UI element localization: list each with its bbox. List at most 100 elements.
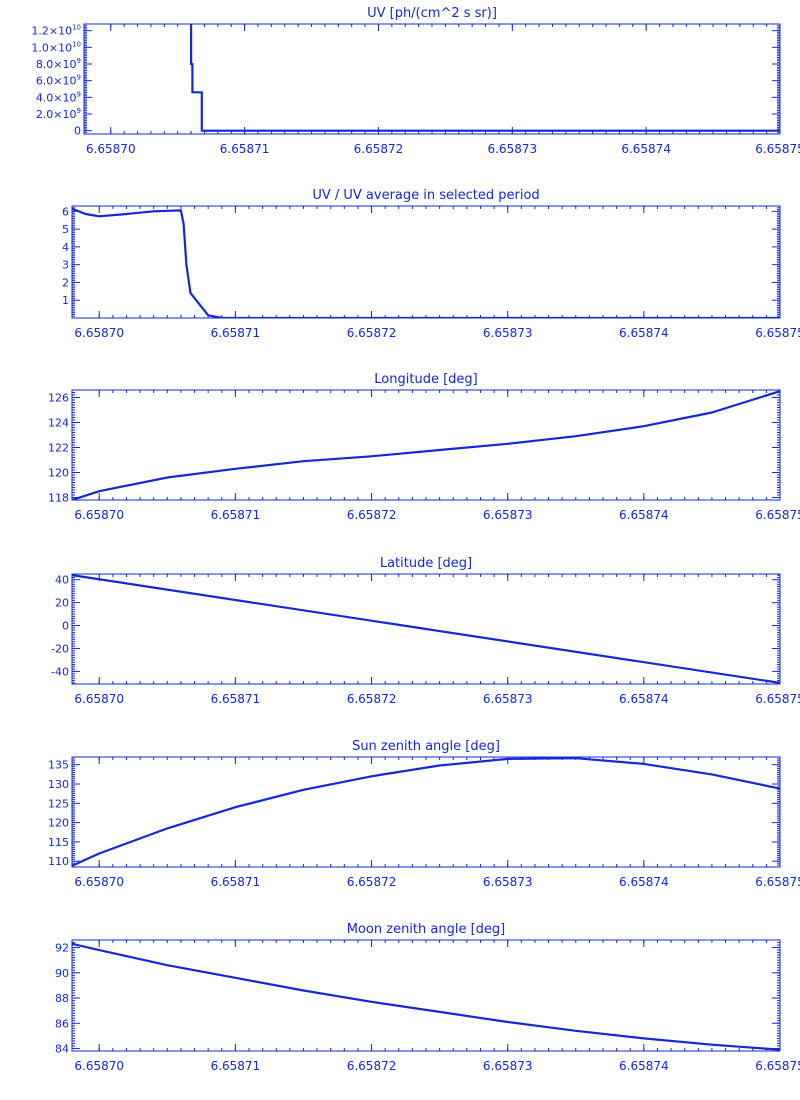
y-tick-exponent: 9 [77, 90, 81, 98]
x-tick-label: 6.65870 [74, 875, 124, 889]
x-tick-label: 6.65875 [755, 875, 800, 889]
y-tick-label: 120 [48, 467, 69, 480]
x-tick-label: 6.65873 [483, 326, 533, 340]
x-tick-label: 6.65872 [347, 326, 397, 340]
y-tick-label: 0 [62, 620, 69, 633]
chart-panel-5: Sun zenith angle [deg] 6.65870 6.65871 6.65… [48, 739, 800, 889]
y-tick-label: 6.0×109 [36, 74, 81, 88]
y-tick-label: 122 [48, 442, 69, 455]
x-tick-label: 6.65874 [619, 1059, 669, 1073]
y-tick-label: 2.0×109 [36, 107, 81, 121]
y-tick-label: 135 [48, 759, 69, 772]
x-tick-label: 6.65872 [347, 875, 397, 889]
y-tick-mantissa: 1.2×10 [31, 25, 72, 38]
y-tick-label: 5 [62, 223, 69, 236]
x-tick-label: 6.65871 [211, 508, 261, 522]
y-tick-label: 20 [55, 597, 69, 610]
x-tick-label: 6.65872 [347, 1059, 397, 1073]
y-tick-mantissa: 2.0×10 [36, 108, 77, 121]
y-tick-label: 2 [62, 276, 69, 289]
x-tick-label: 6.65875 [755, 692, 800, 706]
x-tick-label: 6.65871 [211, 326, 261, 340]
y-tick-exponent: 10 [72, 40, 81, 48]
x-tick-label: 6.65870 [86, 142, 136, 156]
x-tick-label: 6.65871 [220, 142, 270, 156]
y-tick-exponent: 9 [77, 107, 81, 115]
y-tick-label: 40 [55, 574, 69, 587]
x-tick-label: 6.65871 [211, 1059, 261, 1073]
chart-panel-2: UV / UV average in selected period 6.6587… [62, 188, 800, 340]
chart-title: Sun zenith angle [deg] [352, 739, 500, 754]
x-tick-label: 6.65874 [619, 875, 669, 889]
chart-title: Moon zenith angle [deg] [347, 922, 505, 937]
y-tick-mantissa: 4.0×10 [36, 91, 77, 104]
y-tick-label: 110 [48, 855, 69, 868]
chart-panel-3: Longitude [deg] 6.65870 6.65871 6.65872 6.65… [48, 372, 800, 522]
y-tick-label: 115 [48, 836, 69, 849]
x-tick-label: 6.65873 [483, 692, 533, 706]
y-tick-label: 4 [62, 241, 69, 254]
x-tick-label: 6.65875 [755, 1059, 800, 1073]
plot-frame [71, 205, 781, 319]
y-tick-label: 124 [48, 417, 69, 430]
x-tick-label: 6.65870 [74, 326, 124, 340]
x-tick-label: 6.65870 [74, 692, 124, 706]
y-tick-label: 125 [48, 797, 69, 810]
plot-frame [71, 389, 781, 501]
chart-panel-1: UV [ph/(cm^2 s sr)] 6.65870 6.65871 6.65872… [31, 6, 800, 156]
y-tick-label: 3 [62, 259, 69, 272]
series-line [190, 24, 780, 132]
series-line [72, 207, 780, 318]
x-tick-label: 6.65874 [619, 326, 669, 340]
x-tick-label: 6.65873 [483, 508, 533, 522]
plot-frame [83, 23, 781, 135]
y-tick-label: 86 [55, 1017, 69, 1030]
x-tick-label: 6.65872 [354, 142, 404, 156]
y-tick-label: 118 [48, 492, 69, 505]
plot-frame [71, 756, 781, 868]
y-tick-mantissa: 1.0×10 [31, 41, 72, 54]
y-tick-label: 8.0×109 [36, 57, 81, 71]
plot-frame [71, 939, 781, 1052]
y-tick-label: 92 [55, 942, 69, 955]
series-line [72, 390, 780, 500]
x-tick-label: 6.65873 [483, 1059, 533, 1073]
y-tick-label: 6 [62, 205, 69, 218]
x-tick-label: 6.65874 [619, 692, 669, 706]
y-tick-mantissa: 0 [74, 125, 81, 138]
y-tick-label: 84 [55, 1042, 69, 1055]
chart-title: Latitude [deg] [380, 556, 472, 571]
x-tick-label: 6.65872 [347, 692, 397, 706]
y-tick-label: 90 [55, 967, 69, 980]
chart-title: UV [ph/(cm^2 s sr)] [367, 6, 497, 21]
x-tick-label: 6.65870 [74, 508, 124, 522]
x-tick-label: 6.65872 [347, 508, 397, 522]
x-tick-label: 6.65873 [487, 142, 537, 156]
y-tick-label: -40 [51, 665, 69, 678]
y-tick-label: 1 [62, 294, 69, 307]
y-tick-mantissa: 8.0×10 [36, 58, 77, 71]
series-line [72, 574, 780, 684]
y-tick-label: 120 [48, 817, 69, 830]
y-tick-exponent: 9 [77, 74, 81, 82]
chart-title: UV / UV average in selected period [312, 188, 539, 203]
series-line [72, 757, 780, 867]
y-tick-label: 1.0×1010 [31, 40, 81, 54]
x-tick-label: 6.65870 [74, 1059, 124, 1073]
x-tick-label: 6.65875 [755, 326, 800, 340]
x-tick-label: 6.65873 [483, 875, 533, 889]
y-tick-label: 1.2×1010 [31, 24, 81, 38]
chart-panel-6: Moon zenith angle [deg] 6.65870 6.65871 6.6… [55, 922, 800, 1073]
y-tick-label: 126 [48, 392, 69, 405]
series-line [72, 942, 780, 1051]
y-tick-label: 88 [55, 992, 69, 1005]
chart-panel-4: Latitude [deg] 6.65870 6.65871 6.65872 6.658… [51, 556, 800, 706]
x-tick-label: 6.65875 [755, 508, 800, 522]
y-tick-label: 0 [74, 125, 81, 138]
y-tick-label: 4.0×109 [36, 90, 81, 104]
x-tick-label: 6.65874 [621, 142, 671, 156]
y-tick-label: -20 [51, 642, 69, 655]
chart-title: Longitude [deg] [374, 372, 477, 387]
x-tick-label: 6.65875 [755, 142, 800, 156]
